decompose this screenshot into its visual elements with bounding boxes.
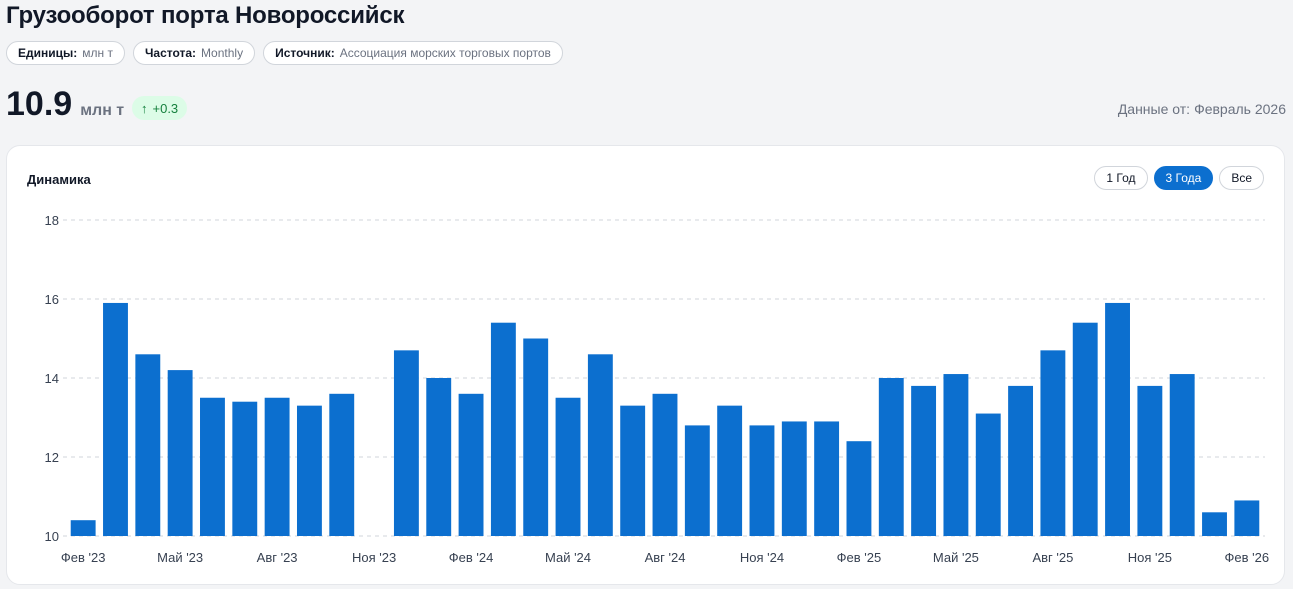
source-chip-value: Ассоциация морских торговых портов (339, 46, 551, 60)
data-as-of-label: Данные от: (1117, 101, 1191, 117)
bar (781, 421, 807, 536)
x-tick-label: Фев '26 (1225, 550, 1270, 565)
bar (1202, 512, 1227, 536)
x-tick-label: Фев '23 (61, 550, 106, 565)
frequency-chip-value: Monthly (201, 46, 244, 60)
range-all-button[interactable]: Все (1219, 166, 1264, 190)
bar (458, 393, 484, 536)
range-3y-button[interactable]: 3 Года (1153, 166, 1214, 190)
bar (749, 425, 775, 536)
bar (70, 520, 96, 536)
bar (587, 354, 613, 536)
bar (652, 393, 678, 536)
kpi-unit: млн т (80, 102, 125, 119)
range-1y-button[interactable]: 1 Год (1094, 166, 1148, 190)
bar (555, 397, 581, 536)
kpi-value: 10.9 (6, 85, 73, 123)
x-tick-label: Авг '23 (257, 550, 298, 565)
bar (1040, 350, 1066, 536)
page-title: Грузооборот порта Новороссийск (6, 2, 405, 29)
y-tick-label: 18 (45, 213, 59, 228)
bar (1137, 385, 1163, 536)
bar (684, 425, 710, 536)
chart-card: Динамика 1 Год 3 Года Все 10 12 14 16 18 Фев … (6, 145, 1285, 585)
frequency-chip-key: Частота: (144, 46, 197, 60)
x-tick-label: Ноя '25 (1128, 550, 1172, 565)
bar (329, 393, 355, 536)
bar (490, 322, 516, 536)
bar (393, 350, 419, 536)
source-chip-key: Источник: (275, 46, 335, 60)
bar (975, 413, 1001, 536)
bar (135, 354, 161, 536)
x-tick-label: Ноя '24 (740, 550, 784, 565)
bar (846, 441, 872, 536)
bar (620, 405, 646, 536)
kpi-value-group: 10.9 млн т (6, 84, 124, 124)
bar (1105, 302, 1130, 536)
bar (1008, 385, 1034, 536)
bar (814, 421, 840, 536)
x-tick-label: Фев '24 (449, 550, 494, 565)
bar (167, 370, 193, 536)
bar (1072, 322, 1098, 536)
chart-card-title: Динамика (27, 172, 91, 187)
units-chip: Единицы: млн т (6, 41, 125, 65)
range-selector: 1 Год 3 Года Все (1094, 166, 1264, 190)
y-tick-label: 10 (45, 529, 59, 544)
x-tick-label: Май '23 (157, 550, 203, 565)
y-tick-label: 12 (45, 450, 59, 465)
x-tick-label: Авг '25 (1032, 550, 1073, 565)
bar (878, 378, 904, 536)
y-tick-label: 14 (45, 371, 59, 386)
x-tick-label: Фев '25 (837, 550, 882, 565)
x-tick-label: Май '24 (545, 550, 591, 565)
delta-badge: ↑ +0.3 (132, 96, 188, 120)
bar-chart: 10 12 14 16 18 Фев '23 Май '23 Авг '23 Ноя '23 Фе… (45, 213, 1270, 565)
data-as-of: Данные от: Февраль 2026 (1118, 101, 1286, 117)
x-tick-label: Авг '24 (645, 550, 686, 565)
units-chip-value: млн т (82, 46, 113, 60)
source-chip: Источник: Ассоциация морских торговых по… (263, 41, 563, 65)
bar (717, 405, 743, 536)
bar (523, 338, 549, 536)
metadata-chips: Единицы: млн т Частота: Monthly Источник… (6, 41, 563, 65)
data-as-of-value: Февраль 2026 (1194, 101, 1286, 117)
x-tick-label: Май '25 (933, 550, 979, 565)
bar (943, 374, 969, 536)
arrow-up-icon: ↑ (141, 100, 148, 116)
x-tick-label: Ноя '23 (352, 550, 396, 565)
bar (1169, 374, 1195, 536)
units-chip-key: Единицы: (18, 46, 78, 60)
bar (232, 401, 258, 536)
bar (911, 385, 937, 536)
bar (200, 397, 225, 536)
bar (103, 302, 128, 536)
bar (426, 378, 452, 536)
y-tick-label: 16 (45, 292, 59, 307)
bar (296, 405, 322, 536)
frequency-chip: Частота: Monthly (132, 41, 256, 65)
bar (1234, 500, 1260, 536)
delta-value: +0.3 (152, 100, 179, 116)
bar (264, 397, 290, 536)
